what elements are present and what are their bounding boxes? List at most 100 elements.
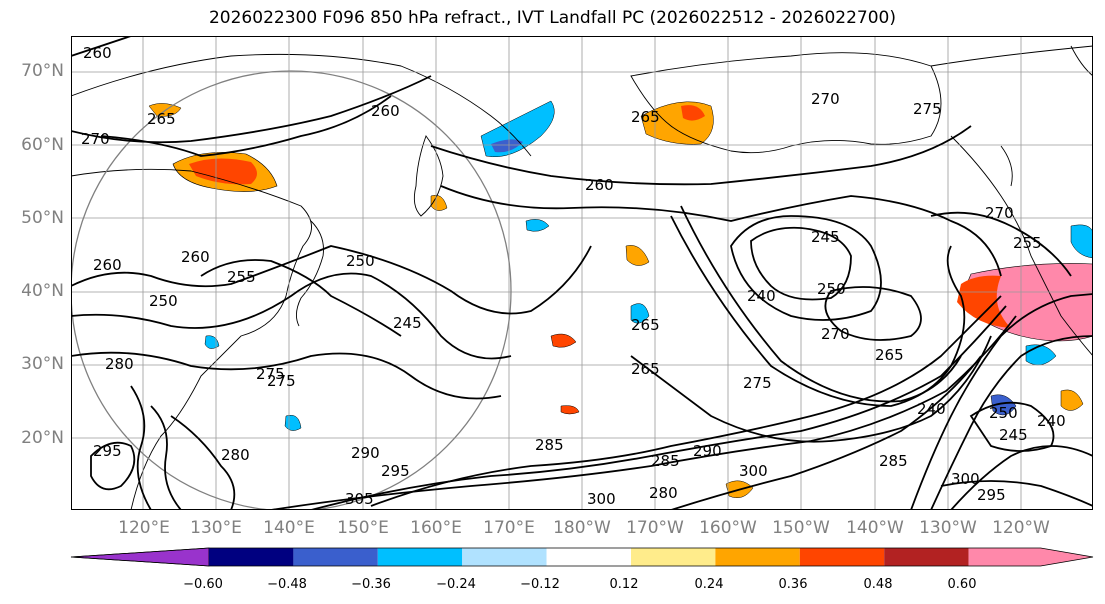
contour-label: 265: [631, 108, 660, 126]
contour-label: 290: [693, 442, 722, 460]
contour-label: 300: [739, 462, 768, 480]
colorbar-segment: [546, 548, 631, 566]
contour-label: 270: [985, 204, 1014, 222]
contour-label: 285: [535, 436, 564, 454]
colorbar-segment: [377, 548, 463, 566]
lon-label-150w: 150°W: [772, 518, 830, 538]
shade-blob-orange: [560, 405, 580, 415]
contour-label: 295: [977, 486, 1006, 504]
contour-label: 250: [817, 280, 846, 298]
lon-label-120w: 120°W: [992, 518, 1050, 538]
shade-blob-darkblue: [990, 394, 1017, 416]
colorbar-segment: [631, 548, 716, 566]
shade-blob-orange: [1060, 389, 1084, 411]
contour-label: 260: [585, 176, 614, 194]
coastline-kamchatka: [413, 135, 444, 217]
contour-label: 245: [811, 228, 840, 246]
contour-label: 240: [917, 400, 946, 418]
lon-label-180w: 180°W: [553, 518, 611, 538]
colorbar-tick-label: −0.36: [351, 577, 391, 592]
contour-label: 275: [743, 374, 772, 392]
contour-line: [940, 480, 1093, 507]
colorbar-tick-label: −0.60: [183, 577, 223, 592]
shade-blob-red: [681, 105, 705, 121]
contour-label: 240: [747, 287, 776, 305]
contour-label: 275: [267, 372, 296, 390]
contour-label: 265: [631, 316, 660, 334]
lat-label-30n: 30°N: [21, 354, 64, 374]
contour-label: 245: [393, 314, 422, 332]
contour-line: [370, 295, 1002, 507]
contour-line: [670, 355, 982, 510]
contour-line: [71, 272, 512, 360]
contour-line: [100, 95, 392, 157]
colorbar-segment: [293, 548, 378, 566]
shading-layer: [148, 100, 1093, 498]
contour-label: 270: [821, 325, 850, 343]
contour-label: 280: [649, 484, 678, 502]
contour-line: [930, 211, 1072, 277]
lat-label-60n: 60°N: [21, 135, 64, 155]
colorbar-tick-label: −0.24: [436, 577, 476, 592]
contour-line: [910, 293, 1093, 510]
shade-blob-orange: [550, 333, 577, 348]
contour-line: [930, 335, 1093, 510]
coastline-islands: [1000, 45, 1093, 187]
lon-label-130w: 130°W: [919, 518, 977, 538]
lon-label-140e: 140°E: [263, 518, 315, 538]
contour-label: 250: [149, 292, 178, 310]
contour-label: 260: [371, 102, 400, 120]
shade-blob-blue: [1070, 224, 1093, 259]
contour-label: 260: [93, 256, 122, 274]
colorbar-tick-label: 0.60: [947, 577, 977, 592]
contour-label: 270: [81, 130, 110, 148]
contour-line: [130, 385, 152, 510]
lon-label-140w: 140°W: [846, 518, 904, 538]
contour-label: 285: [879, 452, 908, 470]
lat-label-20n: 20°N: [21, 428, 64, 448]
contour-line: [71, 351, 502, 400]
shade-blob-blue: [630, 303, 650, 324]
contour-label: 300: [587, 490, 616, 508]
contour-label: 250: [989, 404, 1018, 422]
lon-label-150e: 150°E: [337, 518, 389, 538]
colorbar-tick-label: 0.24: [694, 577, 724, 592]
contour-label: 300: [951, 470, 980, 488]
contour-label: 305: [345, 490, 374, 508]
contour-line: [200, 259, 402, 337]
contour-line: [680, 205, 962, 403]
contour-label: 265: [631, 360, 660, 378]
coastline-canada: [930, 45, 1093, 357]
contour-label: 260: [83, 44, 112, 62]
contour-label: 295: [93, 442, 122, 460]
contour-label: 275: [256, 365, 285, 383]
contour-label: 285: [651, 452, 680, 470]
contour-label: 240: [1037, 412, 1066, 430]
colorbar-segment: [799, 548, 885, 566]
colorbar-segment: [209, 548, 294, 566]
contour-line: [150, 405, 182, 510]
contour-label: 265: [875, 346, 904, 364]
contour-line: [90, 441, 136, 491]
gridlines: [71, 36, 1093, 510]
colorbar-extend-low: [70, 547, 210, 567]
contour-label: 250: [346, 252, 375, 270]
shade-blob-blue: [204, 335, 220, 349]
colorbar-tick-label: 0.48: [863, 577, 893, 592]
coastline-siberia: [71, 53, 532, 157]
contour-label: 270: [811, 90, 840, 108]
coastline-alaska: [630, 52, 942, 154]
lon-label-130e: 130°E: [190, 518, 242, 538]
colorbar: [70, 547, 1094, 567]
map-panel: 260 265 270 260 265 270 275 260 260 250 …: [71, 36, 1093, 510]
colorbar-tick-label: −0.48: [267, 577, 307, 592]
lon-label-170w: 170°W: [626, 518, 684, 538]
contour-line: [969, 401, 1055, 452]
contour-line: [430, 125, 972, 186]
map-svg: 260 265 270 260 265 270 275 260 260 250 …: [71, 36, 1093, 510]
colorbar-tick-label: −0.12: [520, 577, 560, 592]
contour-label: 260: [181, 248, 210, 266]
contour-label: 255: [227, 268, 256, 286]
contour-label: 290: [351, 444, 380, 462]
contour-line: [824, 286, 922, 341]
